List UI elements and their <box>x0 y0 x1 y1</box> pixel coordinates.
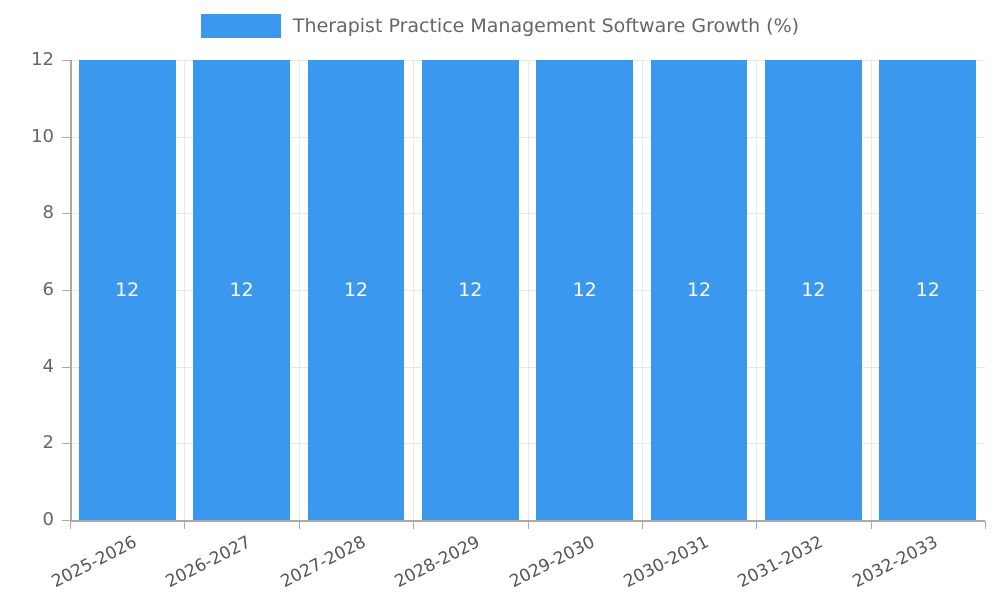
gridline-vertical <box>299 60 300 520</box>
x-axis-tick-mark <box>299 521 300 529</box>
y-axis-tick-mark <box>62 136 70 138</box>
y-axis-tick-mark <box>62 213 70 215</box>
y-axis-tick-mark <box>62 366 70 368</box>
x-axis-tick-label: 2027-2028 <box>277 532 370 593</box>
bar-value-label: 12 <box>115 279 140 301</box>
bar[interactable]: 12 <box>193 60 290 520</box>
bar-value-label: 12 <box>801 279 826 301</box>
gridline-vertical <box>184 60 185 520</box>
bar[interactable]: 12 <box>307 60 405 520</box>
gridline-horizontal <box>70 213 985 215</box>
bar[interactable]: 12 <box>78 60 176 520</box>
legend-swatch-series-1[interactable] <box>200 14 281 38</box>
chart-legend: Therapist Practice Management Software G… <box>0 14 1000 38</box>
x-axis-tick-mark <box>642 521 643 529</box>
x-axis-tick-mark <box>871 521 872 529</box>
bar[interactable]: 12 <box>536 60 633 520</box>
x-axis-tick-label: 2030-2031 <box>620 532 713 593</box>
bar[interactable]: 12 <box>879 60 977 520</box>
y-axis-tick-label: 4 <box>42 355 54 377</box>
gridline-horizontal <box>70 60 985 61</box>
x-axis-tick-label: 2029-2030 <box>506 532 599 593</box>
gridline-vertical <box>871 60 872 520</box>
y-axis-tick-label: 2 <box>42 432 54 454</box>
x-axis-tick-mark <box>985 521 986 529</box>
x-axis-spine <box>70 520 985 522</box>
bar-value-label: 12 <box>458 279 483 301</box>
x-axis-tick-label: 2025-2026 <box>48 532 141 593</box>
gridline-horizontal <box>70 136 985 138</box>
bar-value-label: 12 <box>229 279 254 301</box>
gridline-horizontal <box>70 290 985 291</box>
legend-label-series-1: Therapist Practice Management Software G… <box>292 14 800 37</box>
bar-value-label: 12 <box>343 279 369 301</box>
y-axis-tick-label: 6 <box>42 279 54 300</box>
gridline-vertical <box>756 60 757 520</box>
x-axis-tick-label: 2028-2029 <box>391 532 484 593</box>
y-axis-tick-label: 12 <box>31 49 54 70</box>
y-axis-tick-mark <box>62 290 70 291</box>
x-axis-tick-mark <box>184 521 185 529</box>
y-axis-tick-mark <box>62 520 70 521</box>
y-axis-tick-mark <box>62 443 70 445</box>
bar[interactable]: 12 <box>650 60 748 520</box>
x-axis-tick-label: 2031-2032 <box>734 532 827 593</box>
x-axis-tick-mark <box>528 521 529 529</box>
y-axis-tick-label: 0 <box>42 509 54 530</box>
y-axis-tick-label: 10 <box>31 125 54 147</box>
gridline-vertical <box>642 60 643 520</box>
x-axis-tick-label: 2032-2033 <box>849 532 942 593</box>
y-axis-tick-mark <box>62 60 70 61</box>
plot-area: 12 12 12 12 12 12 12 12 <box>70 60 985 521</box>
x-axis-tick-label: 2026-2027 <box>162 532 255 593</box>
bar-value-label: 12 <box>686 279 712 301</box>
y-axis-tick-label: 8 <box>42 202 54 224</box>
gridline-horizontal <box>70 366 985 368</box>
gridline-vertical <box>413 60 414 520</box>
x-axis-tick-mark <box>756 521 757 529</box>
bar[interactable]: 12 <box>765 60 862 520</box>
x-axis-tick-mark <box>413 521 414 529</box>
y-axis-spine <box>70 60 72 521</box>
bar[interactable]: 12 <box>421 60 519 520</box>
bar-value-label: 12 <box>915 279 940 301</box>
x-axis-tick-mark <box>70 521 71 529</box>
bar-value-label: 12 <box>572 279 597 301</box>
gridline-vertical <box>528 60 529 520</box>
gridline-horizontal <box>70 443 985 445</box>
